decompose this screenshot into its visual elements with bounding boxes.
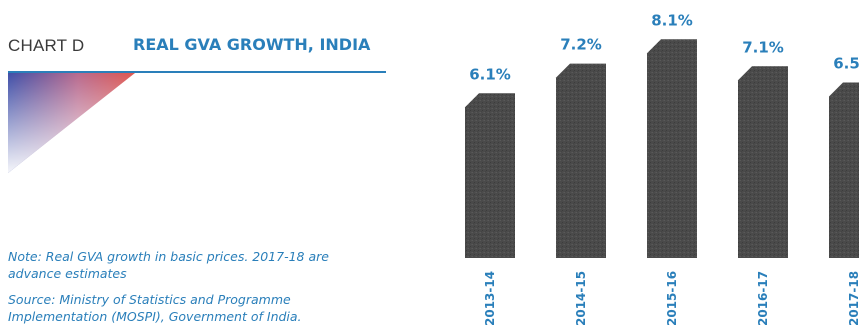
value-label: 6.5% [833,55,859,73]
bar-2017-18 [829,82,859,258]
chart-title: REAL GVA GROWTH, INDIA [133,35,371,54]
chart-notes: Note: Real GVA growth in basic prices. 2… [8,248,368,334]
category-label: 2017-18 [847,271,859,326]
bar-2013-14 [465,93,515,258]
bar-2016-17 [738,66,788,258]
value-label: 6.1% [469,65,511,83]
category-label: 2013-14 [483,271,497,326]
value-label: 7.2% [560,36,602,54]
header-rule [8,71,386,73]
decorative-gradient-triangle [8,73,135,173]
category-label: 2014-15 [574,271,588,326]
category-label: 2015-16 [665,271,679,326]
bar-2015-16 [647,39,697,258]
value-label: 7.1% [742,38,784,56]
value-label: 8.1% [651,11,693,29]
source-text: Source: Ministry of Statistics and Progr… [8,292,302,324]
note-text: Note: Real GVA growth in basic prices. 2… [8,249,329,281]
category-label: 2016-17 [756,271,770,326]
chart-label: CHART D [8,36,85,55]
bar-2014-15 [556,63,606,258]
